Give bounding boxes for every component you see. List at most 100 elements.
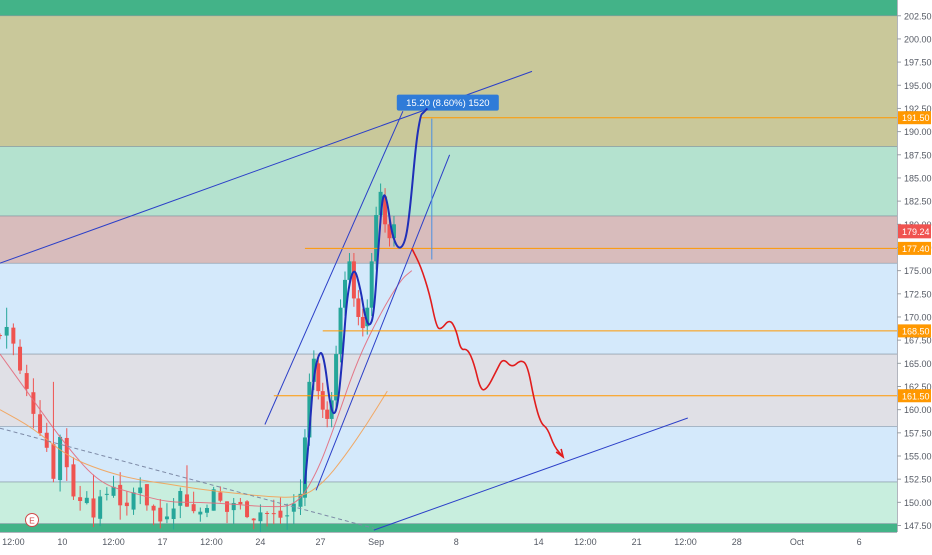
pattern-path[interactable]	[303, 107, 429, 484]
price-tick-label: 165.00	[904, 359, 932, 369]
measure-label-box[interactable]	[396, 94, 499, 111]
time-tick-label: 12:00	[674, 537, 697, 547]
trendline[interactable]	[264, 110, 404, 425]
moving-averages-layer	[0, 270, 413, 508]
candle-body	[18, 346, 23, 371]
candle-body	[278, 510, 283, 518]
candle-body	[245, 501, 250, 518]
time-tick-label: 17	[157, 537, 167, 547]
time-tick-label: 28	[732, 537, 742, 547]
candle-body	[24, 373, 29, 389]
candle-body	[218, 492, 223, 501]
price-tick-label: 197.50	[904, 58, 932, 68]
level-price-label: 191.50	[902, 113, 930, 123]
candle-body	[291, 503, 296, 512]
candle-body	[325, 409, 330, 419]
price-tick-label: 175.00	[904, 266, 932, 276]
time-tick-label: Oct	[790, 537, 805, 547]
candle-body	[307, 381, 312, 438]
level-price-label: 168.50	[902, 326, 930, 336]
price-tick-label: 160.00	[904, 405, 932, 415]
time-tick-label: 14	[534, 537, 544, 547]
time-tick-label: 12:00	[200, 537, 223, 547]
candle-body	[369, 261, 374, 308]
candle-body	[98, 496, 103, 519]
candle-body	[151, 505, 156, 511]
candle-body	[320, 391, 325, 410]
zone-layer	[0, 0, 897, 532]
candle-body	[391, 224, 396, 239]
candle-body	[378, 191, 383, 216]
trendline[interactable]	[373, 417, 688, 531]
candle-body	[164, 516, 169, 520]
projection-arrowhead	[555, 448, 565, 459]
candle-body	[0, 335, 2, 337]
candle-body	[58, 436, 63, 481]
time-tick-label: Sep	[368, 537, 384, 547]
event-marker-icon[interactable]	[25, 513, 39, 527]
candle-body	[171, 508, 176, 520]
candle-body	[356, 298, 361, 317]
candle-body	[138, 487, 143, 494]
candle-body	[51, 444, 56, 479]
price-zone	[0, 215, 897, 264]
candle-body	[231, 502, 236, 511]
candle-body	[184, 494, 189, 507]
candle-body	[365, 307, 370, 327]
candle-body	[91, 498, 96, 518]
candle-body	[124, 502, 129, 507]
candle-body	[198, 511, 203, 515]
drawings-layer[interactable]: 15.20 (8.60%) 1520 E	[0, 70, 897, 531]
candle-body	[64, 437, 69, 468]
time-tick-label: 10	[57, 537, 67, 547]
candle-body	[104, 493, 109, 495]
candle-body	[360, 316, 365, 329]
moving-average-line	[0, 270, 413, 508]
candle-body	[351, 261, 356, 299]
candle-body	[298, 493, 303, 507]
candle-body	[158, 507, 163, 522]
level-price-tag	[898, 241, 931, 255]
candle-body	[38, 414, 43, 434]
moving-average-line	[0, 390, 388, 498]
candle-body	[374, 215, 379, 262]
price-tick-label: 202.50	[904, 11, 932, 21]
candle-body	[343, 279, 347, 308]
candle-body	[225, 501, 230, 512]
candle-body	[111, 486, 116, 496]
candle-body	[211, 489, 216, 511]
candle-body	[11, 327, 16, 344]
dashed-trendline[interactable]	[0, 427, 375, 529]
candle-body	[31, 392, 36, 414]
time-tick-label: 21	[632, 537, 642, 547]
current-price-tag	[898, 224, 931, 239]
current-price-label: 179.24	[902, 227, 930, 237]
projection-path[interactable]	[411, 248, 564, 458]
time-tick-label: 27	[316, 537, 326, 547]
candle-body	[191, 504, 196, 512]
candle-body	[285, 515, 290, 517]
price-tick-label: 182.50	[904, 197, 932, 207]
candle-body	[131, 492, 136, 510]
candle-body	[205, 507, 209, 513]
price-axis	[897, 0, 932, 550]
candle-body	[118, 484, 123, 506]
time-tick-label: 8	[454, 537, 459, 547]
price-tick-label: 157.50	[904, 428, 932, 438]
price-tick-label: 167.50	[904, 336, 932, 346]
price-tick-label: 147.50	[904, 521, 932, 531]
candle-body	[265, 512, 270, 514]
candle-body	[4, 326, 9, 336]
candle-body	[383, 196, 388, 225]
price-tick-label: 185.00	[904, 173, 932, 183]
price-tick-label: 170.00	[904, 312, 932, 322]
price-tick-label: 200.00	[904, 34, 932, 44]
candle-body	[71, 464, 76, 497]
price-tick-label: 190.00	[904, 127, 932, 137]
trendline[interactable]	[315, 154, 451, 491]
time-tick-label: 12:00	[102, 537, 125, 547]
price-zone	[0, 481, 897, 524]
candle-body	[84, 497, 89, 504]
